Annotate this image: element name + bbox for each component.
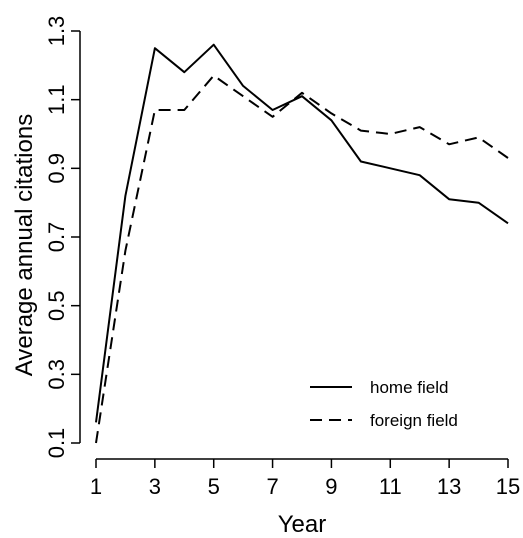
x-tick-label: 11 xyxy=(379,474,402,499)
x-tick-label: 1 xyxy=(90,474,102,499)
y-tick-label: 0.9 xyxy=(44,153,69,184)
x-tick-label: 7 xyxy=(266,474,278,499)
data-point-foreign-field xyxy=(153,108,157,112)
y-axis-label: Average annual citations xyxy=(11,114,38,376)
y-tick-label: 1.1 xyxy=(44,84,69,115)
x-tick-label: 5 xyxy=(208,474,220,499)
y-tick-label: 0.7 xyxy=(44,222,69,253)
data-point-foreign-field xyxy=(477,135,481,139)
x-tick-label: 15 xyxy=(496,474,520,499)
y-tick-label: 0.5 xyxy=(44,290,69,321)
legend-label-home-field: home field xyxy=(370,378,448,397)
series-line-home-field xyxy=(95,43,509,423)
legend-label-foreign-field: foreign field xyxy=(370,411,458,430)
y-tick-label: 0.3 xyxy=(44,359,69,390)
x-tick-label: 13 xyxy=(437,474,461,499)
legend: home field foreign field xyxy=(310,378,458,430)
x-tick-label: 3 xyxy=(149,474,161,499)
y-tick-label: 0.1 xyxy=(44,428,69,459)
data-point-foreign-field xyxy=(388,132,392,136)
x-tick-label: 9 xyxy=(325,474,337,499)
y-ticks: 0.1 0.3 0.5 0.7 0.9 1.1 1.3 xyxy=(44,16,80,459)
x-ticks: 1 3 5 7 9 11 13 15 xyxy=(90,459,520,499)
y-tick-label: 1.3 xyxy=(44,16,69,47)
series-line-foreign-field xyxy=(95,74,509,444)
x-axis-label: Year xyxy=(278,511,327,538)
series-group xyxy=(95,43,509,444)
